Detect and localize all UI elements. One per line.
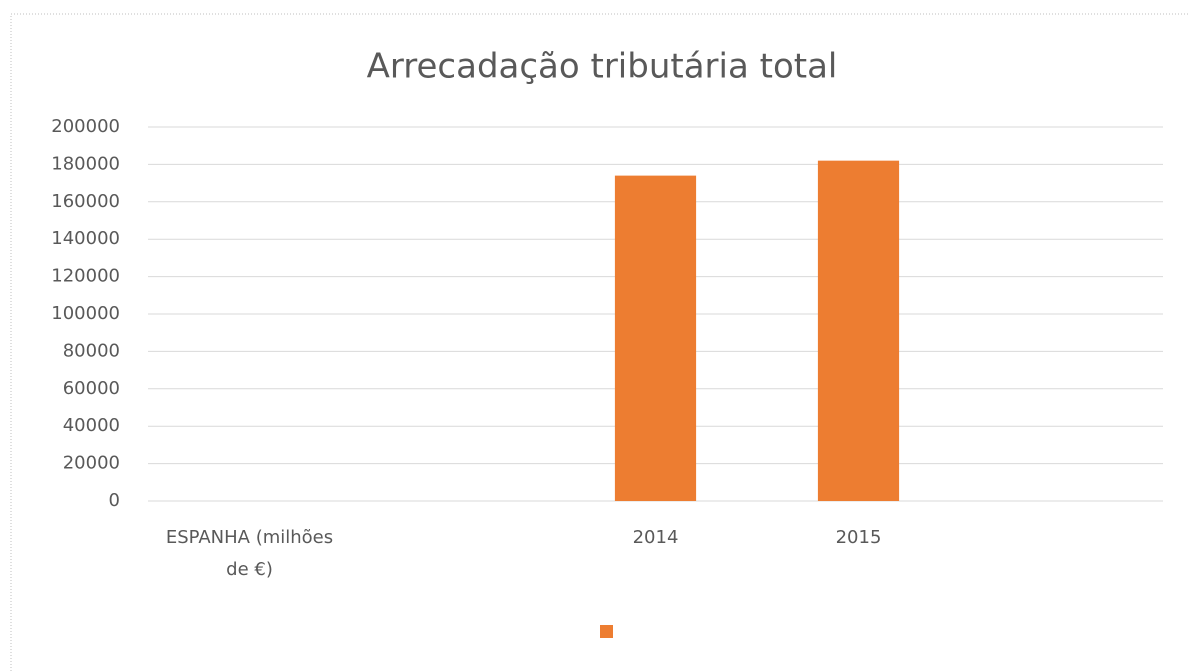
x-tick-label: 2015 xyxy=(835,527,882,548)
legend-marker xyxy=(600,625,613,638)
y-tick-label: 80000 xyxy=(63,340,120,361)
y-tick-label: 0 xyxy=(109,490,120,511)
bar xyxy=(614,175,697,501)
y-tick-label: 140000 xyxy=(51,228,120,249)
y-tick-label: 120000 xyxy=(51,266,120,287)
chart-border xyxy=(10,13,1189,671)
bar xyxy=(817,160,900,501)
y-tick-label: 180000 xyxy=(51,153,120,174)
x-tick-label: 2014 xyxy=(632,527,679,548)
y-tick-label: 40000 xyxy=(63,415,120,436)
chart-title: Arrecadação tributária total xyxy=(367,47,838,87)
x-tick-label: ESPANHA (milhões de €) xyxy=(165,527,334,580)
y-tick-label: 20000 xyxy=(63,453,120,474)
y-tick-label: 160000 xyxy=(51,191,120,212)
y-tick-label: 200000 xyxy=(51,116,120,137)
y-tick-label: 100000 xyxy=(51,303,120,324)
y-tick-label: 60000 xyxy=(63,378,120,399)
